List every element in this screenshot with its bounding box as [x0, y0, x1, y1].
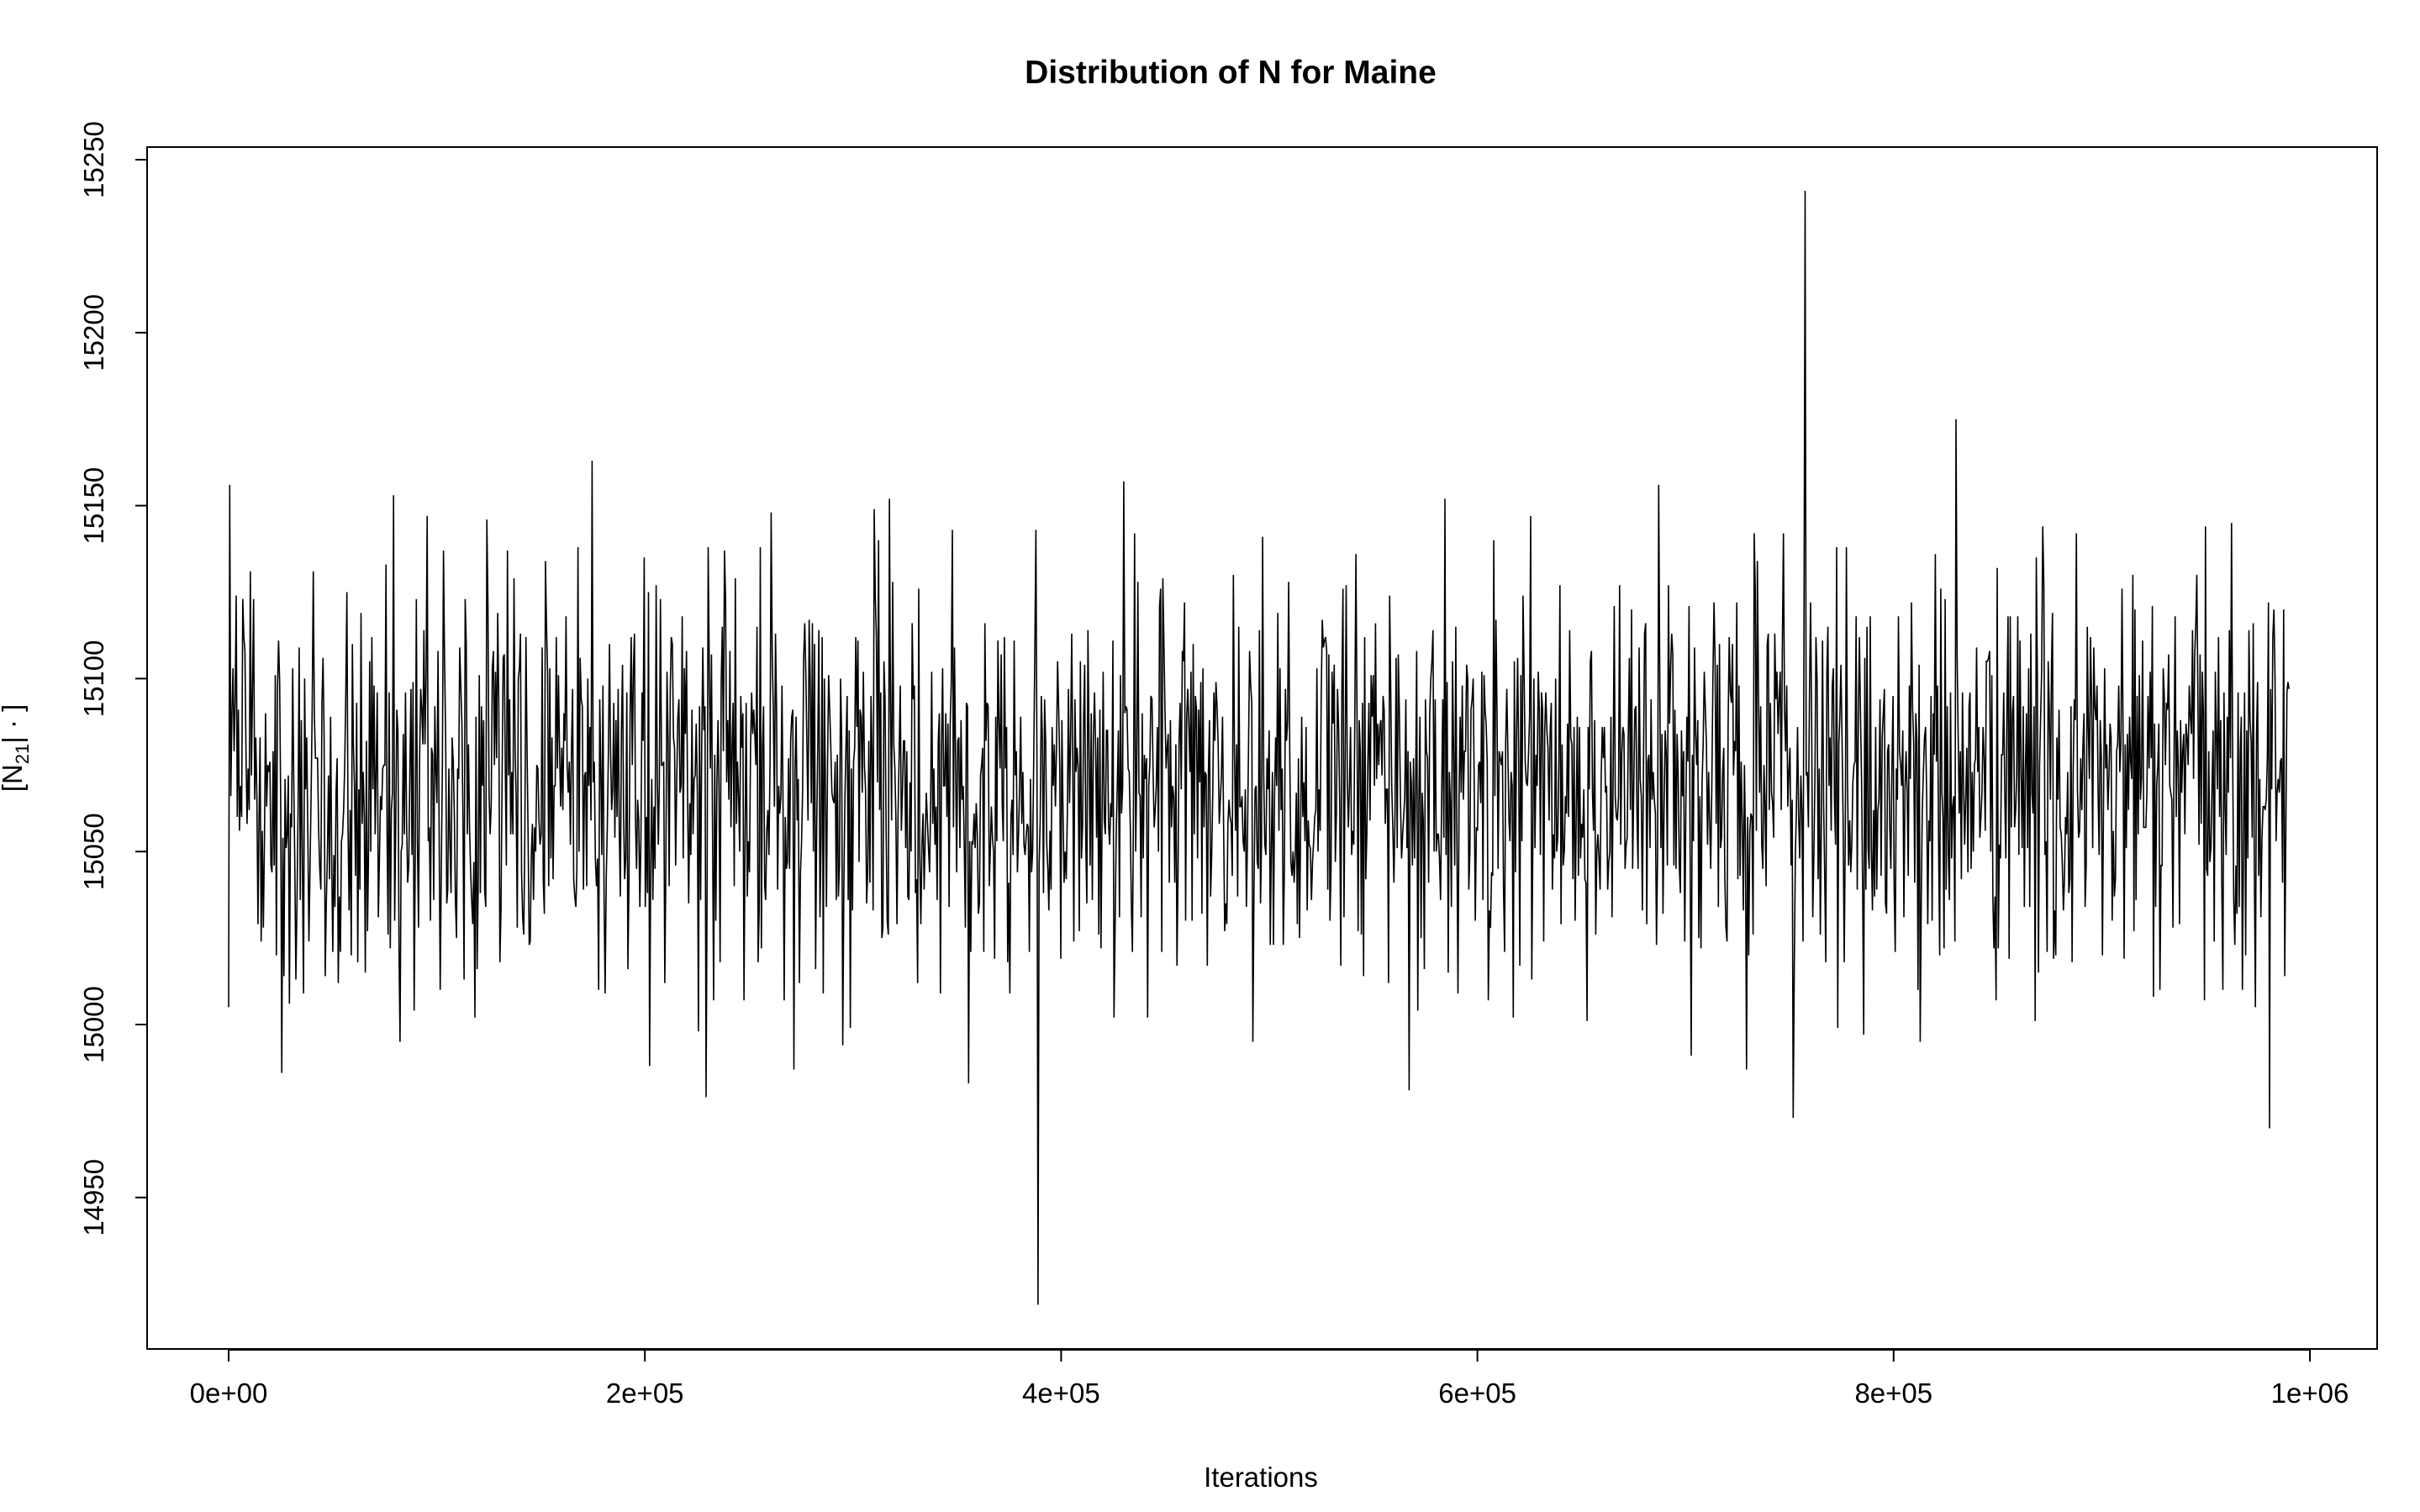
trace-line: [228, 190, 2290, 1305]
y-axis-title: [N21| · ]: [0, 704, 33, 793]
y-tick-label: 15000: [78, 986, 109, 1063]
x-axis: 0e+00 2e+05 4e+05 6e+05 8e+05 1e+06: [190, 1349, 2349, 1409]
y-axis-title-subscript: 21: [12, 744, 33, 764]
x-tick-label: 6e+05: [1438, 1378, 1516, 1409]
y-tick-label: 15200: [78, 294, 109, 371]
x-tick-label: 1e+06: [2271, 1378, 2349, 1409]
y-axis-title-close: | · ]: [0, 704, 28, 744]
y-tick-label: 15250: [78, 121, 109, 198]
y-axis-title-open: [N: [0, 764, 28, 792]
x-axis-title: Iterations: [1204, 1462, 1318, 1493]
y-tick-label: 15050: [78, 813, 109, 890]
y-tick-label: 14950: [78, 1159, 109, 1236]
y-tick-label: 15150: [78, 467, 109, 545]
y-tick-label: 15100: [78, 640, 109, 718]
chart-title: Distribution of N for Maine: [1025, 55, 1437, 91]
x-tick-label: 4e+05: [1022, 1378, 1100, 1409]
trace-line-group: [228, 190, 2290, 1305]
x-tick-label: 2e+05: [606, 1378, 684, 1409]
y-axis: 14950 15000 15050 15100 15150 15200 15250: [78, 121, 148, 1236]
x-tick-label: 0e+00: [190, 1378, 268, 1409]
x-tick-label: 8e+05: [1854, 1378, 1932, 1409]
